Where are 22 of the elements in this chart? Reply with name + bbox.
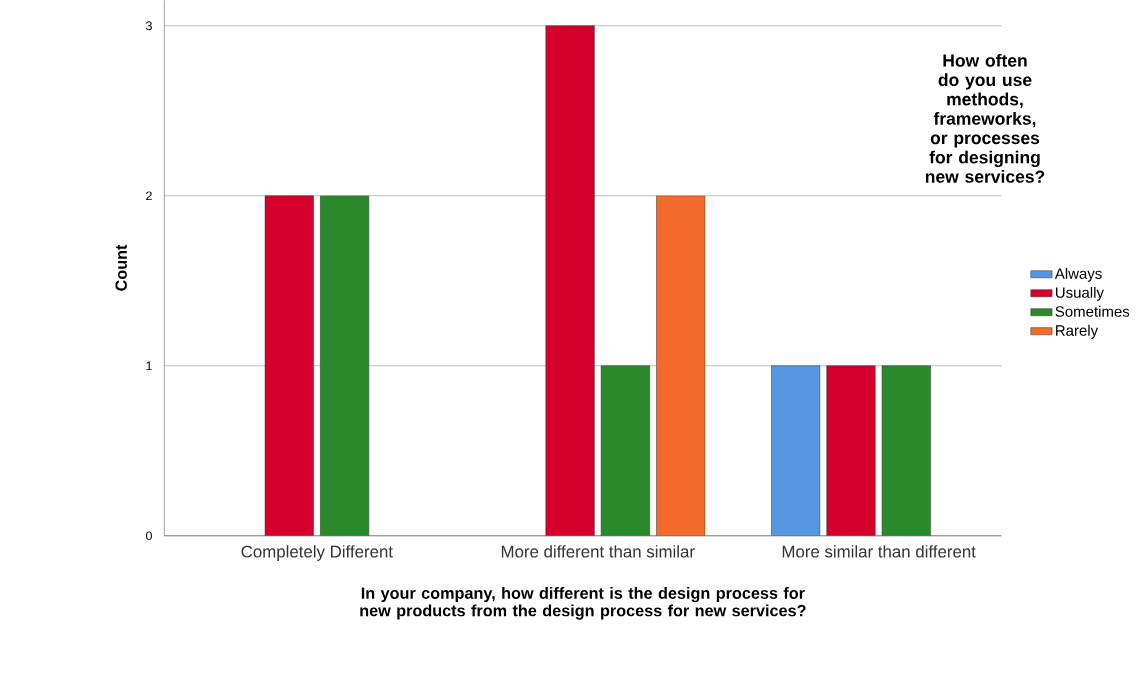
bar	[264, 195, 314, 536]
bar	[881, 365, 931, 536]
bar	[600, 365, 650, 536]
x-axis-title: In your company, how different is the design process for new products from the design process for new services?	[360, 586, 806, 620]
y-tick-label: 2	[146, 191, 152, 200]
x-tick-label: More different than similar	[501, 544, 695, 558]
y-tick-label: 0	[145, 531, 152, 540]
bar	[319, 195, 370, 536]
bar	[656, 195, 706, 536]
x-tick-label: More similar than different	[782, 544, 976, 558]
x-tick-label: Completely Different	[241, 544, 393, 561]
bar	[545, 25, 595, 536]
y-axis-title: Count	[115, 244, 127, 291]
y-tick-label: 3	[145, 21, 152, 30]
legend-label: Usually	[1055, 286, 1104, 301]
bar	[826, 365, 876, 536]
bar	[771, 365, 821, 536]
legend-label: Rarely	[1056, 324, 1099, 339]
y-tick-label: 1	[146, 361, 152, 370]
legend-label: Sometimes	[1055, 305, 1130, 317]
legend-title: How often do you use methods, frameworks, or processes for designing new services?	[925, 53, 1045, 183]
legend-label: Always	[1054, 267, 1102, 282]
